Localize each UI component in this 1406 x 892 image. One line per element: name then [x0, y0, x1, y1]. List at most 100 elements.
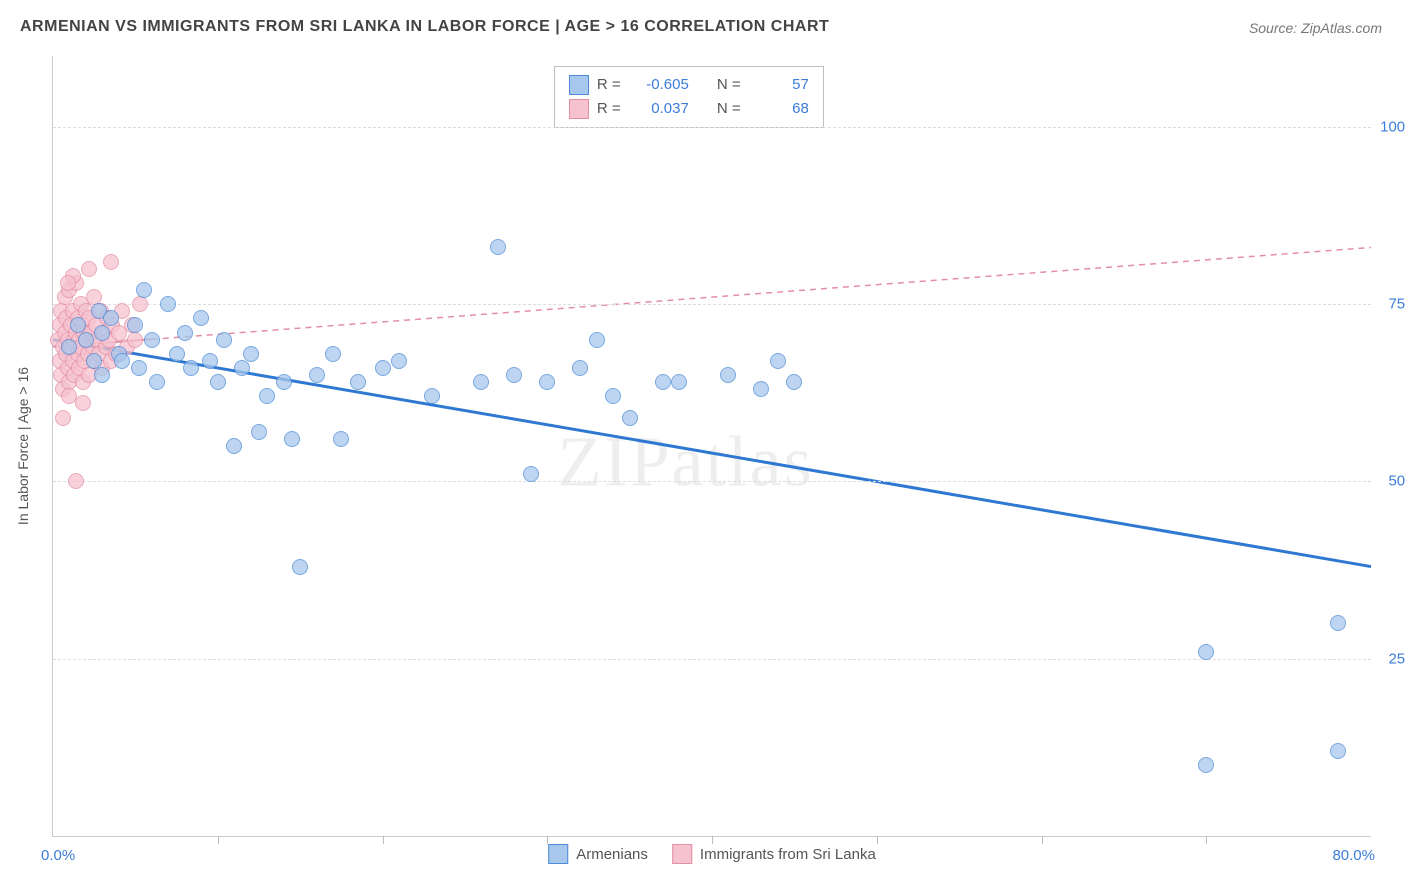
x-axis-start-label: 0.0%	[41, 847, 75, 864]
r-label: R =	[597, 97, 625, 121]
data-point	[94, 325, 110, 341]
source-attribution: Source: ZipAtlas.com	[1249, 20, 1382, 36]
data-point	[177, 325, 193, 341]
y-axis-label: In Labor Force | Age > 16	[15, 367, 31, 525]
chart-title: ARMENIAN VS IMMIGRANTS FROM SRI LANKA IN…	[20, 18, 829, 36]
data-point	[720, 367, 736, 383]
watermark-text: ZIPatlas	[558, 420, 814, 503]
data-point	[1330, 615, 1346, 631]
data-point	[131, 360, 147, 376]
data-point	[490, 239, 506, 255]
data-point	[81, 261, 97, 277]
chart-plot-area: In Labor Force | Age > 16 ZIPatlas R = -…	[52, 56, 1371, 837]
r-value-2: 0.037	[633, 97, 689, 121]
data-point	[136, 282, 152, 298]
data-point	[523, 466, 539, 482]
data-point	[132, 296, 148, 312]
data-point	[114, 353, 130, 369]
data-point	[127, 317, 143, 333]
data-point	[325, 346, 341, 362]
data-point	[127, 332, 143, 348]
data-point	[786, 374, 802, 390]
n-label: N =	[717, 97, 745, 121]
stats-row-series-2: R = 0.037 N = 68	[569, 97, 809, 121]
gridline-h	[53, 481, 1371, 482]
data-point	[622, 410, 638, 426]
gridline-h	[53, 127, 1371, 128]
x-tick	[547, 836, 548, 844]
data-point	[210, 374, 226, 390]
legend-label-1: Armenians	[576, 846, 648, 863]
data-point	[424, 388, 440, 404]
data-point	[94, 367, 110, 383]
data-point	[183, 360, 199, 376]
x-axis-end-label: 80.0%	[1332, 847, 1375, 864]
x-tick	[383, 836, 384, 844]
legend-item-1: Armenians	[548, 844, 648, 864]
data-point	[144, 332, 160, 348]
data-point	[226, 438, 242, 454]
data-point	[259, 388, 275, 404]
x-tick	[877, 836, 878, 844]
data-point	[655, 374, 671, 390]
data-point	[60, 275, 76, 291]
data-point	[78, 332, 94, 348]
y-tick-label: 50.0%	[1375, 473, 1406, 490]
data-point	[1198, 644, 1214, 660]
data-point	[671, 374, 687, 390]
data-point	[753, 381, 769, 397]
data-point	[333, 431, 349, 447]
data-point	[234, 360, 250, 376]
legend-bottom: Armenians Immigrants from Sri Lanka	[548, 844, 876, 864]
regression-lines-layer	[53, 56, 1371, 836]
data-point	[284, 431, 300, 447]
y-tick-label: 75.0%	[1375, 296, 1406, 313]
data-point	[292, 559, 308, 575]
data-point	[169, 346, 185, 362]
n-value-2: 68	[753, 97, 809, 121]
data-point	[1198, 757, 1214, 773]
swatch-series-1	[569, 75, 589, 95]
correlation-stats-box: R = -0.605 N = 57 R = 0.037 N = 68	[554, 66, 824, 128]
data-point	[391, 353, 407, 369]
y-tick-label: 25.0%	[1375, 650, 1406, 667]
y-tick-label: 100.0%	[1375, 118, 1406, 135]
data-point	[160, 296, 176, 312]
data-point	[103, 310, 119, 326]
data-point	[216, 332, 232, 348]
legend-label-2: Immigrants from Sri Lanka	[700, 846, 876, 863]
x-tick	[1042, 836, 1043, 844]
stats-row-series-1: R = -0.605 N = 57	[569, 73, 809, 97]
data-point	[589, 332, 605, 348]
data-point	[539, 374, 555, 390]
gridline-h	[53, 304, 1371, 305]
data-point	[770, 353, 786, 369]
data-point	[309, 367, 325, 383]
x-tick	[712, 836, 713, 844]
data-point	[202, 353, 218, 369]
legend-swatch-2	[672, 844, 692, 864]
data-point	[68, 473, 84, 489]
data-point	[350, 374, 366, 390]
legend-swatch-1	[548, 844, 568, 864]
data-point	[103, 254, 119, 270]
data-point	[572, 360, 588, 376]
swatch-series-2	[569, 99, 589, 119]
r-label: R =	[597, 73, 625, 97]
gridline-h	[53, 659, 1371, 660]
data-point	[61, 388, 77, 404]
x-tick	[218, 836, 219, 844]
data-point	[193, 310, 209, 326]
data-point	[243, 346, 259, 362]
data-point	[55, 410, 71, 426]
data-point	[473, 374, 489, 390]
data-point	[506, 367, 522, 383]
legend-item-2: Immigrants from Sri Lanka	[672, 844, 876, 864]
data-point	[1330, 743, 1346, 759]
r-value-1: -0.605	[633, 73, 689, 97]
n-value-1: 57	[753, 73, 809, 97]
data-point	[276, 374, 292, 390]
data-point	[375, 360, 391, 376]
data-point	[251, 424, 267, 440]
x-tick	[1206, 836, 1207, 844]
